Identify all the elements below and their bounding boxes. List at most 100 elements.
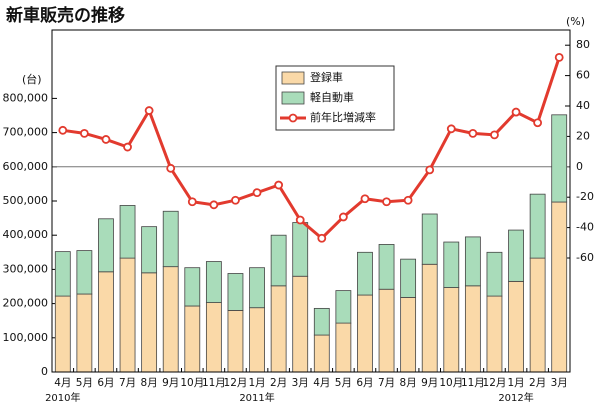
line-marker [123,142,132,152]
y2-tick-label: -60 [576,251,594,264]
bar [119,205,136,259]
x-tick-label: 9月 [162,377,179,389]
bar [98,218,114,273]
y2-tick-label: 40 [576,99,590,112]
x-tick-label: 7月 [378,377,395,389]
bar [486,295,503,373]
chart-title: 新車販売の推移 [6,5,125,26]
y-tick-label: 0 [41,365,48,378]
bar [141,272,158,373]
bar [486,251,503,297]
year-label: 2010年 [45,391,80,404]
bar [421,213,438,265]
y-tick-label: 400,000 [3,228,49,241]
line-marker [274,180,284,190]
x-tick-label: 2月 [529,377,546,389]
bar [443,241,460,288]
x-tick-label: 4月 [313,377,330,389]
line-marker [295,215,305,225]
legend-marker [288,113,298,123]
bar [357,294,373,373]
y-tick-label: 600,000 [3,160,49,173]
line-marker [382,197,391,207]
bar [292,275,309,373]
y-tick-label: 800,000 [3,91,49,104]
line-marker [425,165,435,175]
bar [508,229,524,282]
line-marker [144,106,154,115]
y2-tick-label: 60 [576,69,590,82]
bar [270,234,287,287]
line-marker [360,194,370,204]
year-label: 2012年 [498,391,533,404]
legend-swatch [281,71,305,85]
bar [162,210,179,268]
bar [141,226,158,274]
x-tick-label: 5月 [335,377,352,389]
bar [400,258,417,298]
line-marker [446,124,456,134]
line-marker [403,195,413,205]
bar [292,222,309,277]
bar [464,285,481,373]
line-marker [101,135,111,144]
line-marker [554,52,564,62]
line-marker [338,212,348,222]
line-marker [166,163,176,173]
x-tick-label: 10月 [439,377,463,389]
y2-tick-label: -40 [576,221,594,234]
line-marker [58,125,68,135]
x-tick-label: 5月 [76,377,93,389]
plot-frame [51,29,571,373]
bar [335,322,352,373]
x-tick-label: 6月 [356,377,373,389]
bar [529,257,546,373]
bar [443,287,460,373]
bar [54,295,71,373]
bar [335,290,352,324]
x-tick-label: 1月 [248,377,265,389]
bar [508,280,524,373]
x-tick-label: 12月 [224,377,248,389]
x-tick-label: 7月 [119,377,136,389]
y2-axis-label: (%) [566,15,585,28]
bar [98,271,114,373]
bar [529,193,546,259]
line-marker [533,118,543,128]
y2-tick-label: 80 [576,38,590,51]
line-marker [490,130,499,140]
line-marker [187,197,197,207]
y-tick-label: 300,000 [3,262,49,275]
bar [249,267,265,309]
y2-tick-label: 20 [576,129,590,142]
bar [313,334,330,373]
x-tick-label: 10月 [180,377,204,389]
line-marker [317,233,327,243]
bar [227,310,244,373]
legend-label: 軽自動車 [310,90,354,104]
x-tick-label: 8月 [141,377,158,389]
y2-tick-label: -20 [576,190,594,203]
x-tick-label: 6月 [97,377,114,389]
bar [551,114,568,203]
x-tick-label: 2月 [270,377,287,389]
bar [76,293,93,373]
y-tick-label: 700,000 [3,126,49,139]
bar [421,263,438,373]
y-axis-label: (台) [22,72,42,86]
y2-tick-label: 0 [576,160,583,173]
bar [162,266,179,373]
bar [76,250,93,295]
x-tick-label: 3月 [551,377,568,389]
legend-label: 登録車 [310,70,343,84]
bar [54,251,71,297]
bar [464,236,481,287]
x-tick-label: 8月 [400,377,417,389]
bar [205,302,222,373]
legend-swatch [281,91,305,105]
bar [184,305,201,373]
line-marker [252,188,262,198]
x-tick-label: 1月 [507,377,524,389]
bar [119,257,136,373]
